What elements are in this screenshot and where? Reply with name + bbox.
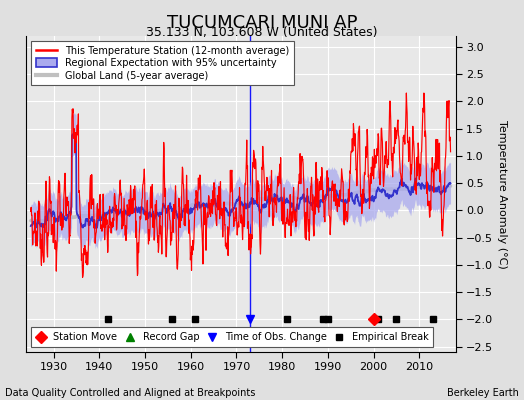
Legend: Station Move, Record Gap, Time of Obs. Change, Empirical Break: Station Move, Record Gap, Time of Obs. C… [31, 328, 433, 347]
Text: Berkeley Earth: Berkeley Earth [447, 388, 519, 398]
Text: Data Quality Controlled and Aligned at Breakpoints: Data Quality Controlled and Aligned at B… [5, 388, 256, 398]
Text: TUCUMCARI MUNI AP: TUCUMCARI MUNI AP [167, 14, 357, 32]
Y-axis label: Temperature Anomaly (°C): Temperature Anomaly (°C) [497, 120, 507, 268]
Text: 35.133 N, 103.608 W (United States): 35.133 N, 103.608 W (United States) [146, 26, 378, 39]
